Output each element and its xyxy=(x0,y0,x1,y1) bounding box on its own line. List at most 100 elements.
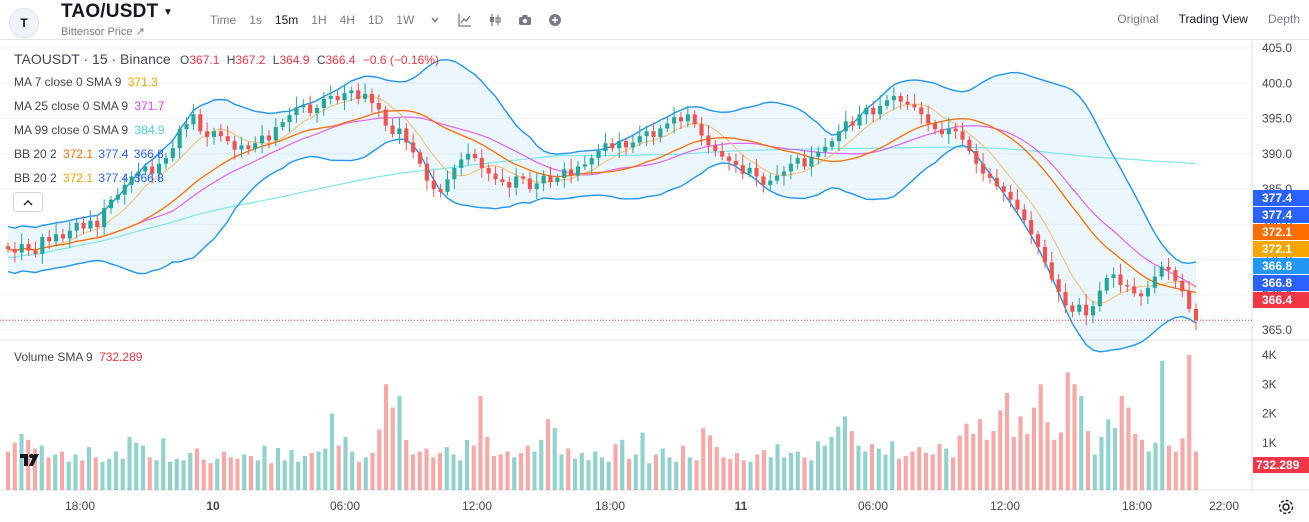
candle-type-icon[interactable] xyxy=(487,12,503,28)
volume-bar xyxy=(221,451,227,490)
volume-bar xyxy=(775,444,780,490)
volume-bar xyxy=(1085,431,1091,490)
volume-bar xyxy=(1160,360,1165,490)
chevron-down-icon[interactable] xyxy=(427,12,443,28)
candle-body xyxy=(170,148,175,159)
camera-icon[interactable] xyxy=(517,12,533,28)
volume-bar xyxy=(829,436,834,490)
candle-body xyxy=(884,100,890,106)
volume-bar xyxy=(316,451,321,490)
interval-1s[interactable]: 1s xyxy=(249,13,262,27)
interval-1d[interactable]: 1D xyxy=(367,13,384,27)
volume-legend[interactable]: Volume SMA 9 732.289 xyxy=(14,350,142,364)
volume-bar xyxy=(950,457,956,490)
volume-bar xyxy=(613,444,618,490)
candle-body xyxy=(1104,277,1109,291)
settings-gear-icon[interactable] xyxy=(1277,498,1295,516)
candle-body xyxy=(184,124,189,130)
candle-body xyxy=(211,131,217,137)
add-icon[interactable] xyxy=(547,12,563,28)
view-trading-view[interactable]: Trading View xyxy=(1178,12,1248,26)
volume-bar xyxy=(755,454,760,490)
volume-bar xyxy=(397,395,402,490)
volume-bar xyxy=(694,460,699,490)
volume-bar xyxy=(1146,451,1151,490)
candle-body xyxy=(919,107,924,115)
volume-tick-label: 3K xyxy=(1262,377,1277,391)
volume-bar xyxy=(815,441,821,490)
volume-bar xyxy=(653,454,659,490)
view-original[interactable]: Original xyxy=(1117,12,1159,26)
interval-1h[interactable]: 1H xyxy=(311,13,327,27)
tradingview-logo-icon[interactable] xyxy=(19,452,45,468)
candle-body xyxy=(706,135,711,146)
volume-bar xyxy=(876,448,881,490)
candle-body xyxy=(260,135,265,144)
symbol-dropdown-icon[interactable]: ▼ xyxy=(163,7,173,18)
candle-body xyxy=(218,131,223,137)
indicators-icon[interactable] xyxy=(457,12,473,28)
ma25-legend[interactable]: MA 25 close 0 SMA 9 371.7 xyxy=(14,99,164,113)
candle-body xyxy=(108,199,114,209)
interval-15m[interactable]: 15m xyxy=(274,13,299,27)
candle-body xyxy=(12,249,17,253)
candle-body xyxy=(596,151,601,159)
token-logo: T xyxy=(9,8,39,38)
time-tick-label: 18:00 xyxy=(65,499,95,513)
candle-body xyxy=(26,244,31,251)
time-tick-label: 18:00 xyxy=(595,499,625,513)
candle-body xyxy=(630,142,635,148)
candle-body xyxy=(534,183,539,190)
volume-bar xyxy=(971,433,976,490)
volume-bar xyxy=(431,457,436,490)
volume-bar xyxy=(181,460,186,490)
candle-body xyxy=(335,96,340,101)
volume-bar xyxy=(869,444,875,490)
ma7-label: MA 7 close 0 SMA 9 xyxy=(14,75,122,89)
volume-bar xyxy=(903,455,908,490)
symbol-subtitle-link[interactable]: Bittensor Price ↗ xyxy=(61,26,145,38)
volume-bar xyxy=(1119,395,1124,490)
candle-body xyxy=(342,93,347,101)
bb1-legend[interactable]: BB 20 2 372.1 377.4 366.8 xyxy=(14,147,164,161)
candle-body xyxy=(555,177,560,183)
volume-bar xyxy=(350,451,355,490)
candle-body xyxy=(603,143,608,152)
candle-body xyxy=(54,234,59,242)
candle-body xyxy=(1063,292,1068,306)
ma7-legend[interactable]: MA 7 close 0 SMA 9 371.3 xyxy=(14,75,158,89)
volume-bar xyxy=(545,419,551,490)
interval-4h[interactable]: 4H xyxy=(339,13,355,27)
volume-bar xyxy=(728,458,733,490)
view-depth[interactable]: Depth xyxy=(1267,12,1300,26)
candle-body xyxy=(1173,270,1178,281)
volume-bar xyxy=(329,413,335,490)
ma99-label: MA 99 close 0 SMA 9 xyxy=(14,123,129,137)
volume-bar xyxy=(525,445,530,490)
candle-body xyxy=(754,167,759,177)
interval-1w[interactable]: 1W xyxy=(396,13,415,27)
ma99-legend[interactable]: MA 99 close 0 SMA 9 384.9 xyxy=(14,123,164,137)
volume-bar xyxy=(1099,436,1104,490)
bb2-label: BB 20 2 xyxy=(14,171,57,185)
volume-bar xyxy=(1052,439,1057,490)
volume-bar xyxy=(1187,355,1192,490)
volume-bar xyxy=(356,461,362,490)
volume-bar xyxy=(532,451,537,490)
collapse-legend-button[interactable] xyxy=(13,192,43,212)
volume-bar xyxy=(437,452,443,490)
interval-time[interactable]: Time xyxy=(210,13,237,27)
candle-body xyxy=(582,164,587,167)
bb2-legend[interactable]: BB 20 2 372.1 377.4 366.8 xyxy=(14,171,164,185)
candle-body xyxy=(871,107,876,115)
bb1-basis: 372.1 xyxy=(63,147,94,161)
candle-body xyxy=(1125,284,1130,287)
volume-bar xyxy=(1045,422,1050,490)
symbol-title[interactable]: TAO/USDT xyxy=(61,1,159,22)
candle-body xyxy=(1070,305,1075,312)
candle-body xyxy=(321,98,326,108)
volume-label: Volume SMA 9 xyxy=(14,350,93,364)
candle-body xyxy=(33,250,38,254)
legend-low: 364.9 xyxy=(279,53,310,67)
